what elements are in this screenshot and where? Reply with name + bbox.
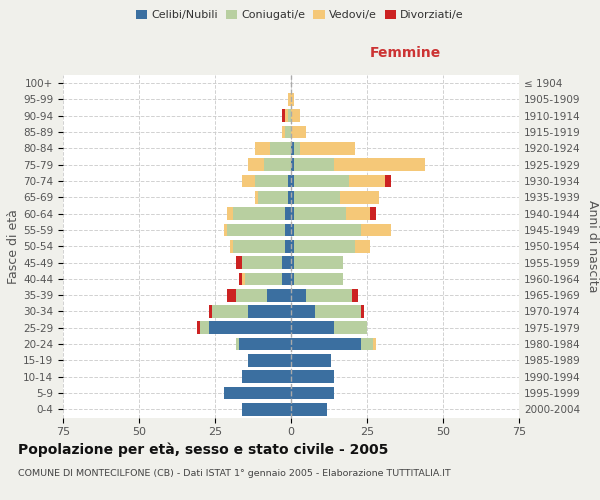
Bar — [291, 403, 328, 415]
Bar — [282, 256, 291, 269]
Bar — [291, 386, 334, 400]
Bar — [242, 370, 291, 383]
Bar — [300, 142, 355, 155]
Bar — [294, 272, 343, 285]
Bar — [294, 240, 355, 252]
Bar — [282, 272, 291, 285]
Y-axis label: Fasce di età: Fasce di età — [7, 209, 20, 284]
Bar — [291, 354, 331, 367]
Bar — [361, 305, 364, 318]
Bar — [239, 272, 242, 285]
Bar — [334, 158, 425, 171]
Bar — [248, 354, 291, 367]
Bar — [248, 305, 291, 318]
Bar — [209, 305, 212, 318]
Bar — [227, 208, 233, 220]
Bar — [285, 126, 291, 138]
Bar — [239, 338, 291, 350]
Bar — [346, 208, 370, 220]
Bar — [385, 174, 391, 188]
Bar — [361, 338, 373, 350]
Bar — [294, 256, 343, 269]
Bar — [197, 322, 200, 334]
Bar — [291, 191, 294, 203]
Bar — [291, 240, 294, 252]
Bar — [291, 174, 294, 188]
Bar — [230, 240, 233, 252]
Bar — [254, 174, 288, 188]
Bar — [212, 305, 248, 318]
Text: COMUNE DI MONTECILFONE (CB) - Dati ISTAT 1° gennaio 2005 - Elaborazione TUTTITAL: COMUNE DI MONTECILFONE (CB) - Dati ISTAT… — [18, 469, 451, 478]
Bar — [233, 208, 285, 220]
Bar — [291, 338, 361, 350]
Bar — [285, 208, 291, 220]
Bar — [291, 93, 294, 106]
Bar — [291, 208, 294, 220]
Bar — [242, 272, 245, 285]
Bar — [236, 289, 266, 302]
Bar — [306, 289, 352, 302]
Bar — [340, 191, 379, 203]
Bar — [245, 272, 282, 285]
Bar — [294, 191, 340, 203]
Bar — [263, 158, 291, 171]
Bar — [254, 142, 270, 155]
Bar — [291, 370, 334, 383]
Bar — [373, 338, 376, 350]
Bar — [291, 305, 316, 318]
Bar — [291, 289, 306, 302]
Text: Femmine: Femmine — [370, 46, 440, 60]
Bar — [291, 158, 294, 171]
Bar — [316, 305, 361, 318]
Bar — [282, 126, 285, 138]
Text: Popolazione per età, sesso e stato civile - 2005: Popolazione per età, sesso e stato civil… — [18, 442, 388, 457]
Bar — [270, 142, 291, 155]
Bar — [349, 174, 385, 188]
Bar — [291, 110, 300, 122]
Bar — [291, 256, 294, 269]
Bar — [200, 322, 209, 334]
Bar — [291, 126, 306, 138]
Bar — [285, 110, 288, 122]
Bar — [209, 322, 291, 334]
Bar — [370, 208, 376, 220]
Bar — [282, 110, 285, 122]
Bar — [291, 272, 294, 285]
Bar — [227, 289, 236, 302]
Bar — [242, 174, 254, 188]
Bar — [242, 256, 282, 269]
Bar — [227, 224, 285, 236]
Y-axis label: Anni di nascita: Anni di nascita — [586, 200, 599, 292]
Bar — [294, 174, 349, 188]
Bar — [236, 338, 239, 350]
Bar — [233, 240, 285, 252]
Bar — [288, 93, 291, 106]
Bar — [355, 240, 370, 252]
Bar — [266, 289, 291, 302]
Bar — [288, 191, 291, 203]
Bar — [248, 158, 263, 171]
Bar — [254, 191, 257, 203]
Bar — [352, 289, 358, 302]
Bar — [291, 224, 294, 236]
Bar — [285, 224, 291, 236]
Bar — [288, 174, 291, 188]
Bar — [224, 224, 227, 236]
Bar — [242, 403, 291, 415]
Bar — [334, 322, 367, 334]
Bar — [294, 224, 361, 236]
Bar — [291, 322, 334, 334]
Bar — [294, 142, 300, 155]
Bar — [285, 240, 291, 252]
Bar — [236, 256, 242, 269]
Bar — [294, 158, 334, 171]
Bar — [294, 208, 346, 220]
Bar — [257, 191, 288, 203]
Bar — [288, 110, 291, 122]
Legend: Celibi/Nubili, Coniugati/e, Vedovi/e, Divorziati/e: Celibi/Nubili, Coniugati/e, Vedovi/e, Di… — [132, 6, 468, 25]
Bar — [291, 142, 294, 155]
Bar — [224, 386, 291, 400]
Bar — [361, 224, 391, 236]
